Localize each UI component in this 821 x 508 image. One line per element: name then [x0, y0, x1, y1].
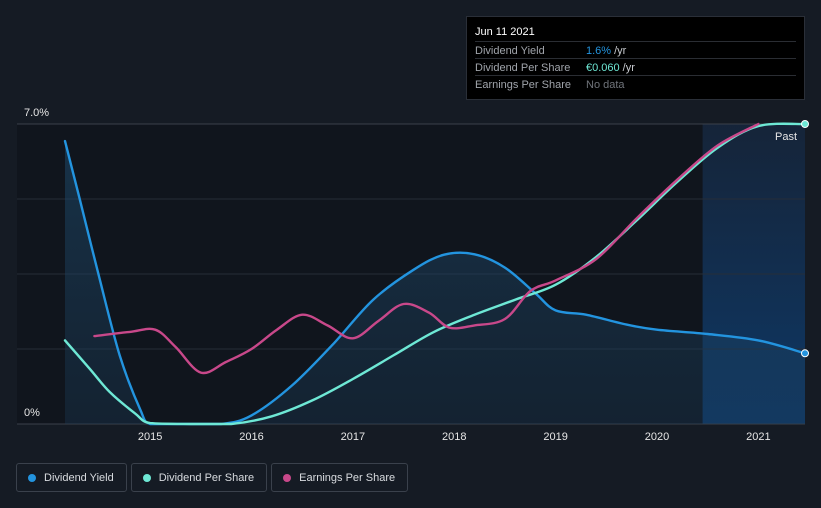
- x-tick-label: 2020: [645, 431, 669, 443]
- tooltip-row-dividend-per-share: Dividend Per Share €0.060/yr: [475, 58, 796, 76]
- earnings-per-share-line: [93, 122, 760, 375]
- dividend-yield-end-marker: [801, 349, 809, 358]
- dividend-yield-dot-icon: [28, 473, 36, 482]
- tooltip-value: No data: [586, 79, 625, 91]
- dividend-per-share-dot-icon: [142, 473, 151, 482]
- tooltip-value: €0.060/yr: [586, 62, 635, 74]
- tooltip: Jun 11 2021 Dividend Yield 1.6%/yr Divid…: [466, 16, 805, 100]
- legend-item-earnings-per-share[interactable]: Earnings Per Share: [271, 463, 409, 492]
- legend: Dividend Yield Dividend Per Share Earnin…: [16, 463, 409, 492]
- x-tick-label: 2021: [746, 431, 770, 443]
- x-tick-label: 2019: [543, 431, 567, 443]
- legend-item-dividend-yield[interactable]: Dividend Yield: [16, 463, 127, 492]
- earnings-per-share-dot-icon: [283, 473, 292, 482]
- x-tick-label: 2018: [442, 431, 466, 443]
- y-tick-top: 7.0%: [24, 107, 49, 119]
- tooltip-label: Dividend Yield: [475, 45, 545, 57]
- tooltip-label: Dividend Per Share: [475, 62, 571, 74]
- x-tick-label: 2015: [138, 431, 162, 443]
- chart-canvas: 2015 2016 2017 2018 2019 2020 2021 7.0% 0% Pas…: [17, 107, 809, 443]
- dividend-yield-line: [63, 139, 807, 426]
- legend-label: Dividend Yield: [44, 471, 114, 484]
- dividend-per-share-line: [63, 122, 807, 426]
- tooltip-row-earnings-per-share: Earnings Per Share No data: [475, 75, 796, 93]
- tooltip-label: Earnings Per Share: [475, 79, 571, 91]
- past-label: Past: [775, 131, 797, 143]
- x-tick-label: 2016: [239, 431, 263, 443]
- legend-label: Dividend Per Share: [158, 471, 255, 484]
- legend-label: Earnings Per Share: [299, 471, 396, 484]
- tooltip-value: 1.6%/yr: [586, 45, 627, 57]
- dividend-yield-area: [65, 141, 805, 424]
- tooltip-row-dividend-yield: Dividend Yield 1.6%/yr: [475, 41, 796, 59]
- x-tick-label: 2017: [341, 431, 365, 443]
- legend-item-dividend-per-share[interactable]: Dividend Per Share: [130, 463, 268, 492]
- dividend-per-share-end-marker: [801, 120, 809, 128]
- tooltip-date: Jun 11 2021: [475, 26, 535, 38]
- y-tick-bottom: 0%: [24, 407, 40, 419]
